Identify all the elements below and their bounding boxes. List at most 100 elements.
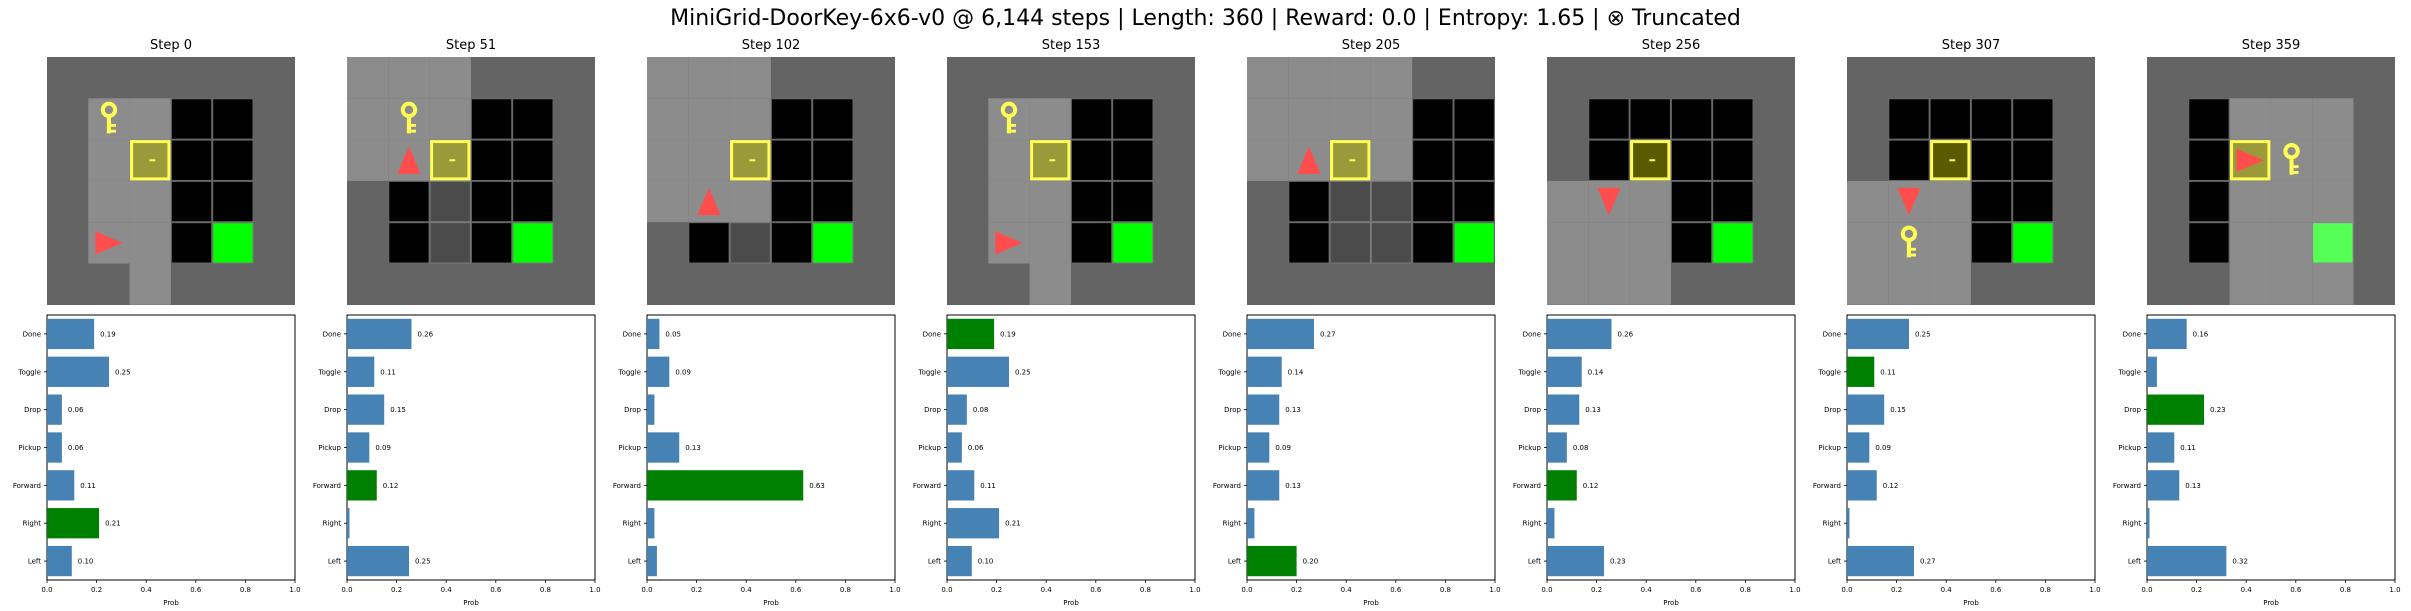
panel-step-0: Step 0 Done 0.19 Toggle 0.25 Drop 0.06 Pickup 0.… <box>13 38 301 607</box>
bar-left <box>2147 545 2227 577</box>
key-icon <box>2283 142 2300 175</box>
x-tick-label: 0.6 <box>2290 586 2302 594</box>
agent-triangle-icon <box>397 146 421 174</box>
bar-value-label: 0.11 <box>80 482 96 490</box>
panel-step-6: Step 307 Done 0.25 Toggle 0.11 Drop 0.15 Pickup… <box>1813 38 2101 607</box>
visible-cell <box>1029 222 1071 264</box>
visible-cell <box>1588 222 1630 264</box>
panel-title: Step 359 <box>2242 38 2301 53</box>
visible-cell <box>2312 98 2354 140</box>
bar-value-label: 0.15 <box>1890 406 1906 414</box>
visible-cell <box>988 180 1030 223</box>
hidden-cell <box>1329 180 1371 223</box>
x-tick-label: 1.0 <box>1489 586 1500 594</box>
x-tick-label: 0.8 <box>2040 586 2051 594</box>
visible-cell <box>2270 98 2313 140</box>
visible-cell <box>1547 263 1589 305</box>
x-tick-label: 0.2 <box>1891 586 1902 594</box>
visible-cell <box>129 263 171 305</box>
x-tick-label: 0.4 <box>1341 586 1353 594</box>
y-tick-label: Toggle <box>1817 368 1841 376</box>
visible-cell <box>2229 98 2271 140</box>
y-tick-label: Done <box>2123 330 2141 338</box>
unseen-cell <box>1888 98 1930 140</box>
bar-toggle <box>647 356 670 387</box>
x-tick-label: 0.2 <box>391 586 402 594</box>
x-tick-label: 0.8 <box>1440 586 1451 594</box>
bar-right <box>947 508 1000 539</box>
x-tick-label: 1.0 <box>589 586 600 594</box>
y-tick-label: Right <box>1823 520 1842 528</box>
unseen-cell <box>1970 222 2013 264</box>
goal-tile <box>213 223 253 263</box>
y-tick-label: Left <box>1828 558 1841 566</box>
bar-drop <box>2147 394 2205 425</box>
x-tick-label: 0.6 <box>790 586 802 594</box>
unseen-cell <box>1412 222 1454 264</box>
key-tooth <box>411 129 416 133</box>
unseen-cell <box>2188 98 2230 140</box>
bar-pickup <box>347 432 370 463</box>
visible-cell <box>1247 139 1289 181</box>
bar-value-label: 0.10 <box>978 558 994 566</box>
x-tick-label: 0.4 <box>1641 586 1653 594</box>
y-tick-label: Toggle <box>1217 368 1241 376</box>
bar-done <box>1847 318 1909 350</box>
environment-frame <box>1247 57 1495 305</box>
unseen-cell <box>2188 180 2230 223</box>
unseen-cell <box>212 139 254 181</box>
visible-cell <box>1629 180 1671 223</box>
x-tick-label: 1.0 <box>2389 586 2400 594</box>
unseen-cell <box>512 139 554 181</box>
visible-cell <box>688 57 730 99</box>
x-tick-label: 0.8 <box>1140 586 1151 594</box>
unseen-cell <box>812 139 854 181</box>
key-tooth <box>1911 247 1916 251</box>
bar-value-label: 0.12 <box>383 482 399 490</box>
panel-title: Step 51 <box>446 38 496 53</box>
unseen-cell <box>388 222 430 264</box>
bar-right <box>1547 508 1555 539</box>
y-tick-label: Drop <box>2124 406 2141 414</box>
bar-pickup <box>2147 432 2175 463</box>
y-tick-label: Toggle <box>917 368 941 376</box>
action-prob-chart: Done 0.05 Toggle 0.09 Drop Pickup 0.13 Forward 0… <box>613 314 901 607</box>
key-tooth <box>2293 165 2299 169</box>
x-axis-label: Prob <box>1663 599 1679 607</box>
visible-cell <box>88 139 130 181</box>
bar-value-label: 0.21 <box>105 520 121 528</box>
bar-value-label: 0.32 <box>2232 558 2248 566</box>
unseen-cell <box>1670 98 1713 140</box>
x-axis-label: Prob <box>1063 599 1079 607</box>
x-axis-label: Prob <box>163 599 179 607</box>
y-tick-label: Pickup <box>618 444 641 452</box>
bar-value-label: 0.08 <box>1573 444 1589 452</box>
y-tick-label: Done <box>23 330 41 338</box>
x-tick-label: 0.0 <box>341 586 352 594</box>
visible-cell <box>1370 139 1413 181</box>
x-tick-label: 0.0 <box>1241 586 1252 594</box>
bar-value-label: 0.19 <box>100 330 116 338</box>
bar-done <box>947 318 995 350</box>
y-tick-label: Pickup <box>1818 444 1841 452</box>
unseen-cell <box>770 180 813 223</box>
hidden-cell <box>1370 222 1413 264</box>
unseen-cell <box>1712 139 1754 181</box>
y-tick-label: Done <box>1223 330 1241 338</box>
environment-frame <box>2147 57 2395 305</box>
unseen-cell <box>170 98 213 140</box>
bar-drop <box>1847 394 1885 425</box>
x-tick-label: 0.6 <box>1090 586 1102 594</box>
bar-value-label: 0.11 <box>380 368 396 376</box>
bar-left <box>47 545 72 577</box>
x-axis-label: Prob <box>463 599 479 607</box>
visible-cell <box>1929 180 1971 223</box>
bar-right <box>1847 508 1850 539</box>
x-tick-label: 0.6 <box>190 586 202 594</box>
x-tick-label: 1.0 <box>289 586 300 594</box>
hidden-cell <box>429 222 471 264</box>
x-tick-label: 0.6 <box>490 586 502 594</box>
bar-value-label: 0.25 <box>1915 330 1931 338</box>
y-tick-label: Left <box>1228 558 1241 566</box>
visible-cell <box>2312 180 2354 223</box>
